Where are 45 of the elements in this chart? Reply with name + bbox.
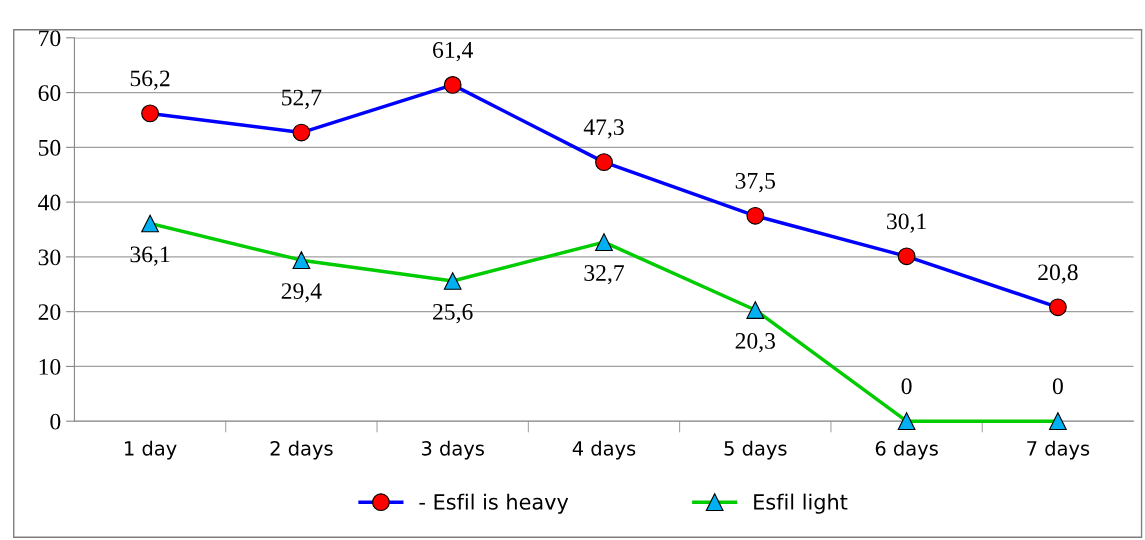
legend-label: - Esfil is heavy (419, 493, 569, 514)
y-tick-label: 30 (38, 249, 61, 266)
x-tick-label: 2 days (270, 440, 333, 460)
point (141, 214, 159, 233)
y-tick-label: 70 (39, 30, 61, 47)
data-label: 32,7 (584, 265, 624, 285)
point (443, 272, 462, 290)
data-label: 61,4 (433, 42, 473, 62)
point (746, 301, 765, 319)
data-label: 0 (1052, 378, 1063, 395)
data-label: 20,3 (735, 332, 776, 353)
data-label: 47,3 (583, 119, 624, 139)
point (292, 123, 311, 142)
data-label: 52,7 (282, 89, 322, 109)
point (443, 76, 462, 94)
point (595, 153, 613, 172)
y-tick-label: 50 (38, 139, 61, 156)
point (897, 247, 916, 266)
point (897, 412, 916, 431)
y-tick-label: 60 (38, 85, 61, 101)
data-label: 0 (901, 378, 912, 395)
x-tick-label: 3 days (421, 440, 484, 460)
y-tick-label: 0 (50, 413, 61, 430)
point (292, 251, 311, 270)
data-label: 29,4 (281, 283, 322, 303)
y-tick-label: 10 (39, 358, 61, 375)
point (595, 233, 613, 251)
point (746, 206, 765, 225)
data-label: 30,1 (887, 213, 926, 233)
data-label: 37,5 (735, 172, 776, 193)
point (1049, 298, 1067, 317)
data-label: 36,1 (130, 246, 170, 266)
x-tick-label: 1 day (125, 440, 177, 460)
point (1049, 412, 1067, 431)
y-tick-label: 40 (38, 194, 61, 211)
x-tick-label: 4 days (572, 440, 636, 460)
legend-label: Esfil light (754, 493, 848, 514)
data-label: 25,6 (433, 303, 473, 324)
x-tick-label: 5 days (724, 440, 787, 460)
x-tick-label: 7 days (1027, 440, 1090, 460)
point (141, 104, 159, 123)
y-tick-label: 20 (38, 304, 61, 321)
data-label: 56,2 (130, 70, 170, 90)
x-tick-label: 6 days (875, 440, 938, 460)
data-label: 20,8 (1038, 264, 1078, 284)
